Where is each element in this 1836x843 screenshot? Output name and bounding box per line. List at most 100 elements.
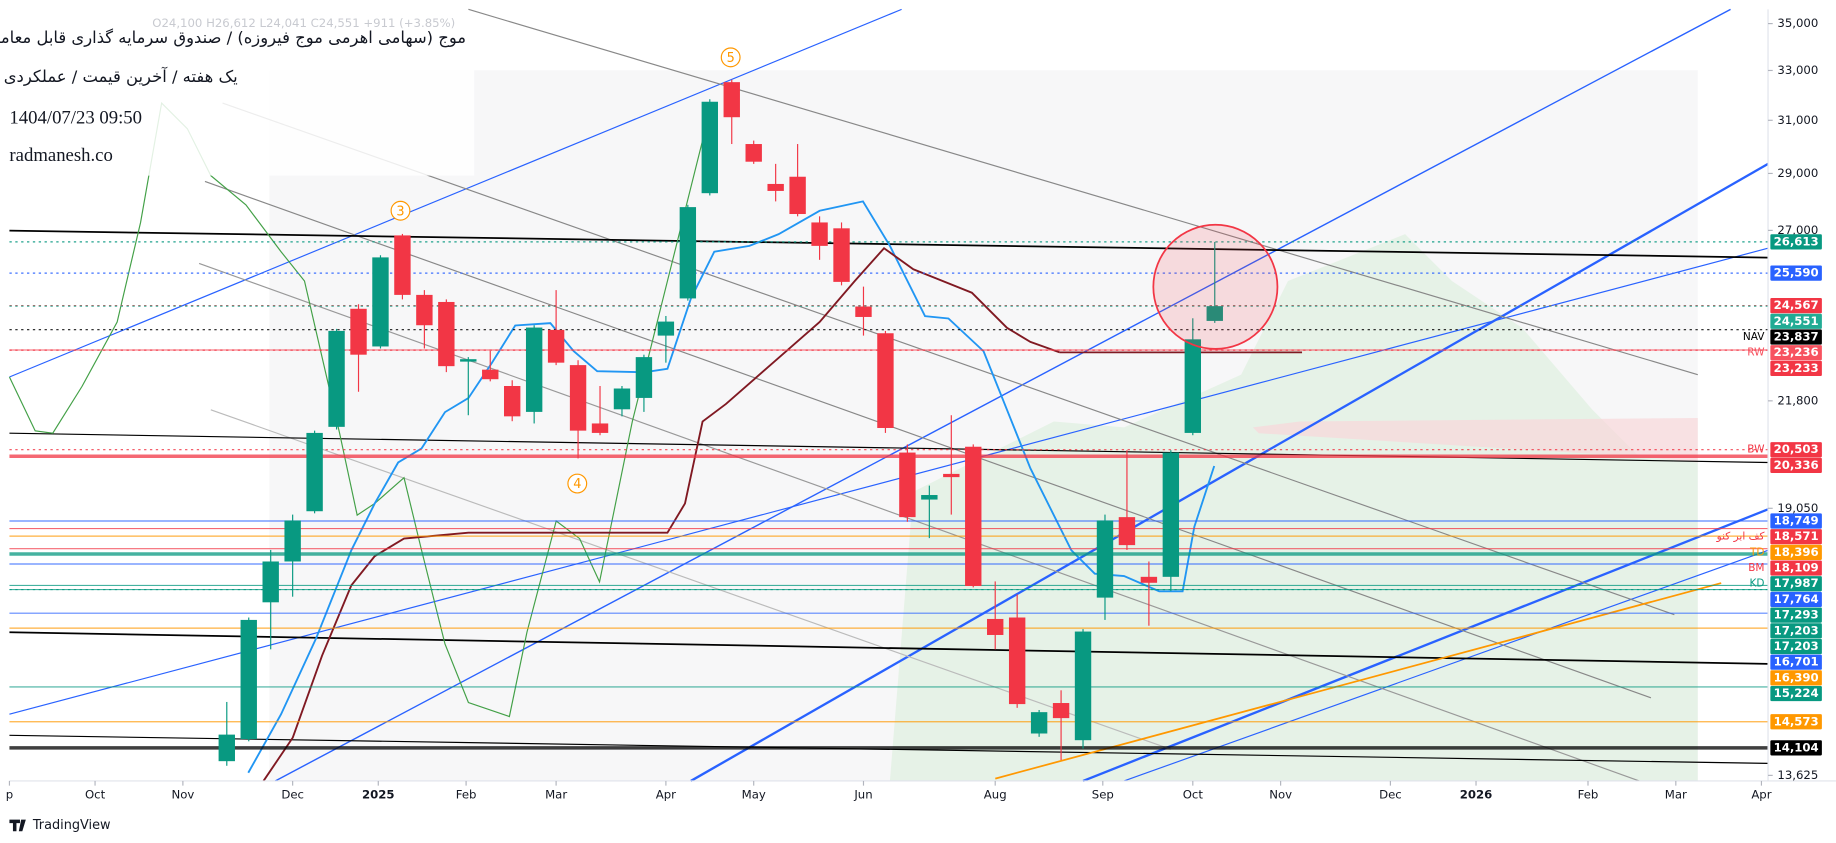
candle-body	[833, 228, 850, 282]
candle-body	[504, 385, 521, 417]
x-tick-label: Nov	[171, 787, 194, 801]
candle-body	[877, 333, 894, 428]
price-label: 16,701	[1774, 655, 1819, 669]
candle-body	[723, 82, 740, 118]
candle-body	[789, 176, 806, 215]
x-tick-label: 2026	[1460, 787, 1493, 801]
candle-body	[569, 365, 587, 431]
trend-line	[9, 247, 1769, 715]
candle-body	[591, 423, 609, 433]
x-tick-label: Aug	[984, 787, 1007, 801]
x-tick-label: Sep	[1092, 787, 1114, 801]
price-label: 23,236	[1774, 345, 1819, 359]
footer: TradingView	[9, 818, 111, 833]
candle-body	[1008, 617, 1026, 705]
price-label: 24,567	[1774, 298, 1819, 312]
trend-line	[995, 582, 1722, 780]
price-label-box	[1770, 360, 1822, 376]
candle-body	[1184, 339, 1202, 433]
price-label-box	[1770, 442, 1822, 458]
y-tick-label: 29,000	[1777, 166, 1818, 180]
price-tag: TD	[1749, 546, 1765, 558]
price-label-box	[1770, 345, 1822, 361]
x-tick-label: Feb	[456, 787, 477, 801]
wave-label: 3	[396, 204, 404, 219]
price-label: 15,224	[1774, 686, 1819, 700]
candle-body	[1162, 452, 1180, 577]
candle-body	[635, 357, 653, 398]
y-tick-label: 27,000	[1777, 223, 1818, 237]
price-label: 24,551	[1774, 314, 1819, 328]
price-label: 23,233	[1774, 361, 1819, 375]
price-label-box	[1770, 740, 1822, 756]
chart-title: موج (سهامی اهرمی موج فیروزه) / صندوق سرم…	[0, 28, 466, 48]
candle-body	[1096, 520, 1114, 598]
price-label-box	[1770, 529, 1822, 545]
candle-body	[1074, 631, 1092, 741]
x-tick-label: Mar	[545, 787, 567, 801]
trend-line	[274, 8, 1731, 782]
candle-body	[306, 432, 323, 512]
x-tick-label: Mar	[1665, 787, 1687, 801]
price-label-box	[1770, 576, 1822, 592]
axes: 35,000 33,000 31,000 29,000 27,000 21,800 19,0…	[6, 16, 1822, 801]
cloud-red	[1252, 417, 1698, 463]
candle-body	[284, 520, 301, 562]
wave-marker	[720, 47, 741, 68]
price-label: 17,203	[1774, 639, 1819, 653]
price-label-box	[1770, 607, 1822, 623]
price-label-box	[1770, 685, 1822, 702]
price-tag: کف ابر کنو	[1716, 531, 1765, 543]
price-lines	[9, 241, 1769, 750]
y-tick-label: 33,000	[1777, 63, 1818, 77]
price-label-box	[1770, 298, 1822, 314]
x-tick-label: Apr	[1751, 787, 1771, 801]
chart-subtitle: یک هفته / آخرین قیمت / عملکردی	[4, 67, 238, 87]
y-tick-label: 21,800	[1777, 393, 1818, 407]
price-label: 20,336	[1774, 458, 1819, 472]
candle-body	[416, 294, 433, 326]
price-label: 14,573	[1774, 714, 1819, 728]
price-label-box	[1770, 654, 1822, 670]
wave-label: 5	[727, 51, 735, 66]
x-tick-label: Oct	[85, 787, 106, 801]
price-label: 25,590	[1774, 266, 1819, 280]
x-tick-label: Apr	[656, 787, 676, 801]
x-tick-label: Nov	[1269, 787, 1292, 801]
candle-body	[218, 734, 235, 762]
price-label-box	[1770, 313, 1822, 329]
candle-body	[855, 306, 872, 317]
price-tag: BW	[1747, 444, 1765, 456]
price-label: 23,837	[1774, 330, 1819, 344]
candle-body	[701, 101, 718, 194]
highlight-circle	[1152, 223, 1279, 350]
footer-text: TradingView	[32, 818, 111, 833]
moving-average	[262, 246, 1060, 782]
candle-body	[525, 327, 543, 412]
price-tag: NAV	[1743, 331, 1765, 343]
candle-body	[438, 301, 455, 367]
candle-body	[262, 561, 279, 603]
x-tick-label: Dec	[281, 787, 304, 801]
price-label-box	[1770, 591, 1822, 608]
price-label-box	[1770, 623, 1822, 639]
candles	[218, 79, 1223, 766]
watermark: radmanesh.co	[9, 145, 112, 166]
price-label: 26,613	[1774, 234, 1819, 248]
y-tick-label: 19,050	[1777, 501, 1818, 515]
candle-body	[547, 329, 565, 363]
price-label: 17,293	[1774, 608, 1819, 622]
price-tag: RW	[1747, 347, 1765, 359]
price-label-box	[1770, 714, 1822, 730]
trend-line	[204, 180, 1652, 699]
price-label-box	[1770, 457, 1822, 474]
x-tick-label: Oct	[1183, 787, 1204, 801]
trend-line	[9, 8, 902, 378]
candle-body	[657, 321, 675, 336]
price-label-box	[1770, 670, 1822, 686]
candle-body	[328, 330, 345, 427]
y-tick-label: 35,000	[1777, 16, 1818, 30]
logo	[9, 819, 26, 832]
price-label: 17,764	[1774, 592, 1819, 606]
